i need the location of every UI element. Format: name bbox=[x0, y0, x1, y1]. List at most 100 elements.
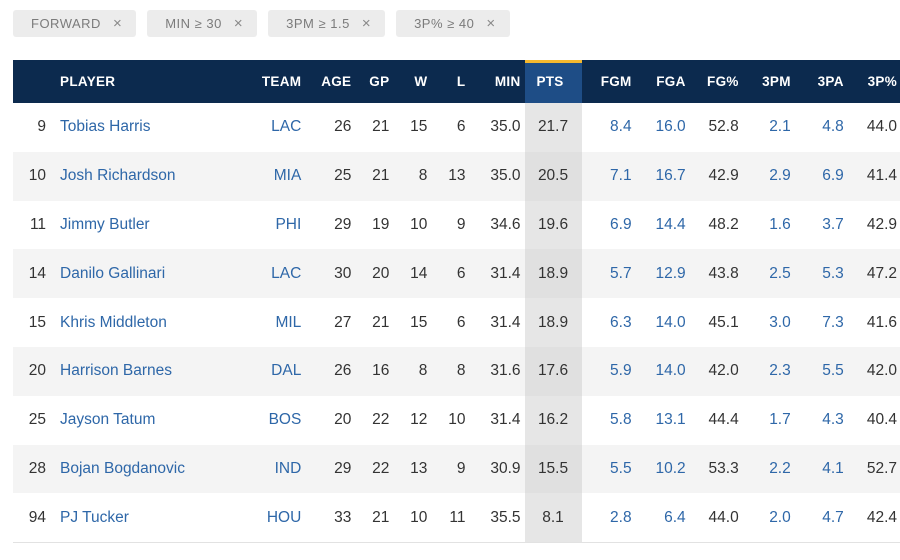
cell-rank: 11 bbox=[29, 215, 47, 233]
cell-l: 9 bbox=[456, 459, 466, 477]
cell-fgm[interactable]: 6.3 bbox=[610, 313, 632, 331]
column-header-fgm[interactable]: FGM bbox=[600, 74, 632, 89]
column-header-3p-pct[interactable]: 3P% bbox=[867, 74, 897, 89]
table-row: 94 PJ Tucker HOU 33 21 10 11 35.5 8.1 2.8 6.4 44.0 2… bbox=[13, 493, 900, 543]
cell-3pm[interactable]: 1.6 bbox=[769, 215, 791, 233]
remove-filter-icon[interactable]: × bbox=[361, 15, 372, 32]
cell-team[interactable]: IND bbox=[274, 459, 302, 477]
cell-3pm[interactable]: 2.1 bbox=[769, 118, 791, 136]
filter-chip-3pm[interactable]: 3PM ≥ 1.5 × bbox=[268, 10, 386, 37]
cell-3pm[interactable]: 2.3 bbox=[769, 362, 791, 380]
remove-filter-icon[interactable]: × bbox=[486, 15, 496, 32]
cell-team[interactable]: HOU bbox=[266, 508, 302, 526]
cell-fga[interactable]: 13.1 bbox=[655, 411, 686, 429]
cell-3pa[interactable]: 3.7 bbox=[822, 215, 844, 233]
cell-age: 27 bbox=[334, 313, 352, 331]
cell-rank: 14 bbox=[28, 264, 47, 282]
cell-fgm[interactable]: 5.9 bbox=[610, 362, 632, 380]
cell-player[interactable]: Jayson Tatum bbox=[60, 411, 156, 429]
filter-chip-position[interactable]: FORWARD × bbox=[13, 10, 137, 37]
cell-fgm[interactable]: 7.1 bbox=[610, 167, 632, 185]
cell-gp: 21 bbox=[372, 167, 390, 185]
cell-pts: 18.9 bbox=[524, 249, 582, 299]
filter-chip-bar: FORWARD × MIN ≥ 30 × 3PM ≥ 1.5 × 3P% ≥ 4… bbox=[13, 10, 510, 37]
column-header-3pa[interactable]: 3PA bbox=[817, 74, 844, 89]
cell-3pa[interactable]: 7.3 bbox=[822, 313, 844, 331]
cell-3pm[interactable]: 2.9 bbox=[769, 167, 791, 185]
cell-fg-pct: 43.8 bbox=[708, 264, 739, 282]
cell-fga[interactable]: 6.4 bbox=[664, 508, 686, 526]
cell-player[interactable]: Khris Middleton bbox=[60, 313, 167, 331]
cell-fga[interactable]: 16.0 bbox=[655, 118, 686, 136]
column-header-l[interactable]: L bbox=[456, 74, 466, 89]
cell-min: 34.6 bbox=[490, 215, 521, 233]
column-header-team[interactable]: TEAM bbox=[261, 74, 302, 89]
cell-fg-pct: 48.2 bbox=[708, 215, 739, 233]
cell-age: 25 bbox=[334, 167, 352, 185]
cell-player[interactable]: PJ Tucker bbox=[60, 508, 129, 526]
cell-fgm[interactable]: 5.5 bbox=[610, 459, 632, 477]
column-header-fg-pct[interactable]: FG% bbox=[707, 74, 739, 89]
column-header-pts[interactable]: PTS bbox=[524, 60, 582, 103]
cell-player[interactable]: Danilo Gallinari bbox=[60, 264, 166, 282]
cell-team[interactable]: PHI bbox=[275, 215, 302, 233]
cell-fga[interactable]: 14.0 bbox=[655, 362, 686, 380]
cell-3pm[interactable]: 3.0 bbox=[769, 313, 791, 331]
cell-fgm[interactable]: 8.4 bbox=[610, 118, 632, 136]
cell-l: 6 bbox=[456, 313, 466, 331]
cell-fga[interactable]: 14.0 bbox=[655, 313, 686, 331]
column-header-min[interactable]: MIN bbox=[494, 74, 521, 89]
cell-w: 13 bbox=[410, 459, 428, 477]
column-header-age[interactable]: AGE bbox=[321, 74, 352, 89]
remove-filter-icon[interactable]: × bbox=[112, 15, 123, 32]
column-header-player[interactable]: PLAYER bbox=[60, 74, 116, 89]
column-header-w[interactable]: W bbox=[414, 74, 428, 89]
cell-3pm[interactable]: 2.0 bbox=[769, 508, 791, 526]
column-header-3pm[interactable]: 3PM bbox=[762, 74, 791, 89]
column-header-fga[interactable]: FGA bbox=[656, 74, 686, 89]
remove-filter-icon[interactable]: × bbox=[233, 15, 244, 32]
cell-team[interactable]: LAC bbox=[271, 118, 302, 136]
cell-team[interactable]: LAC bbox=[271, 264, 302, 282]
column-header-gp[interactable]: GP bbox=[369, 74, 390, 89]
cell-3pm[interactable]: 2.2 bbox=[769, 459, 791, 477]
cell-player[interactable]: Bojan Bogdanovic bbox=[60, 459, 185, 477]
cell-fgm[interactable]: 6.9 bbox=[610, 215, 632, 233]
cell-fgm[interactable]: 5.7 bbox=[610, 264, 632, 282]
cell-player[interactable]: Jimmy Butler bbox=[60, 215, 150, 233]
cell-3pa[interactable]: 4.1 bbox=[822, 459, 844, 477]
cell-team[interactable]: MIA bbox=[273, 167, 302, 185]
cell-team[interactable]: BOS bbox=[268, 411, 302, 429]
cell-3pa[interactable]: 4.3 bbox=[822, 411, 844, 429]
cell-3pa[interactable]: 4.8 bbox=[822, 118, 844, 136]
cell-3p-pct: 42.4 bbox=[866, 508, 897, 526]
cell-fga[interactable]: 16.7 bbox=[655, 167, 686, 185]
table-row: 10 Josh Richardson MIA 25 21 8 13 35.0 20.5 7.1 16… bbox=[13, 151, 900, 201]
cell-player[interactable]: Josh Richardson bbox=[60, 167, 176, 185]
cell-fgm[interactable]: 5.8 bbox=[610, 411, 632, 429]
cell-team[interactable]: MIL bbox=[275, 313, 302, 331]
cell-rank: 94 bbox=[28, 508, 47, 526]
cell-fga[interactable]: 14.4 bbox=[655, 215, 686, 233]
cell-3pa[interactable]: 5.3 bbox=[822, 264, 844, 282]
cell-l: 6 bbox=[456, 118, 466, 136]
cell-age: 33 bbox=[334, 508, 352, 526]
cell-gp: 22 bbox=[372, 459, 390, 477]
table-row: 9 Tobias Harris LAC 26 21 15 6 35.0 21.7 8.4 16.0 5… bbox=[13, 103, 900, 152]
cell-w: 10 bbox=[410, 215, 428, 233]
cell-player[interactable]: Tobias Harris bbox=[60, 118, 151, 136]
cell-team[interactable]: DAL bbox=[271, 362, 302, 380]
filter-chip-3p-pct[interactable]: 3P% ≥ 40 × bbox=[396, 10, 510, 37]
cell-3pm[interactable]: 1.7 bbox=[769, 411, 791, 429]
cell-fga[interactable]: 12.9 bbox=[655, 264, 686, 282]
cell-player[interactable]: Harrison Barnes bbox=[60, 362, 173, 380]
cell-fg-pct: 42.9 bbox=[708, 167, 739, 185]
cell-3pa[interactable]: 6.9 bbox=[822, 167, 844, 185]
cell-fgm[interactable]: 2.8 bbox=[610, 508, 632, 526]
cell-3pa[interactable]: 5.5 bbox=[822, 362, 844, 380]
cell-3pm[interactable]: 2.5 bbox=[769, 264, 791, 282]
cell-3pa[interactable]: 4.7 bbox=[822, 508, 844, 526]
cell-w: 12 bbox=[410, 411, 428, 429]
filter-chip-minutes[interactable]: MIN ≥ 30 × bbox=[147, 10, 258, 37]
cell-fga[interactable]: 10.2 bbox=[655, 459, 686, 477]
